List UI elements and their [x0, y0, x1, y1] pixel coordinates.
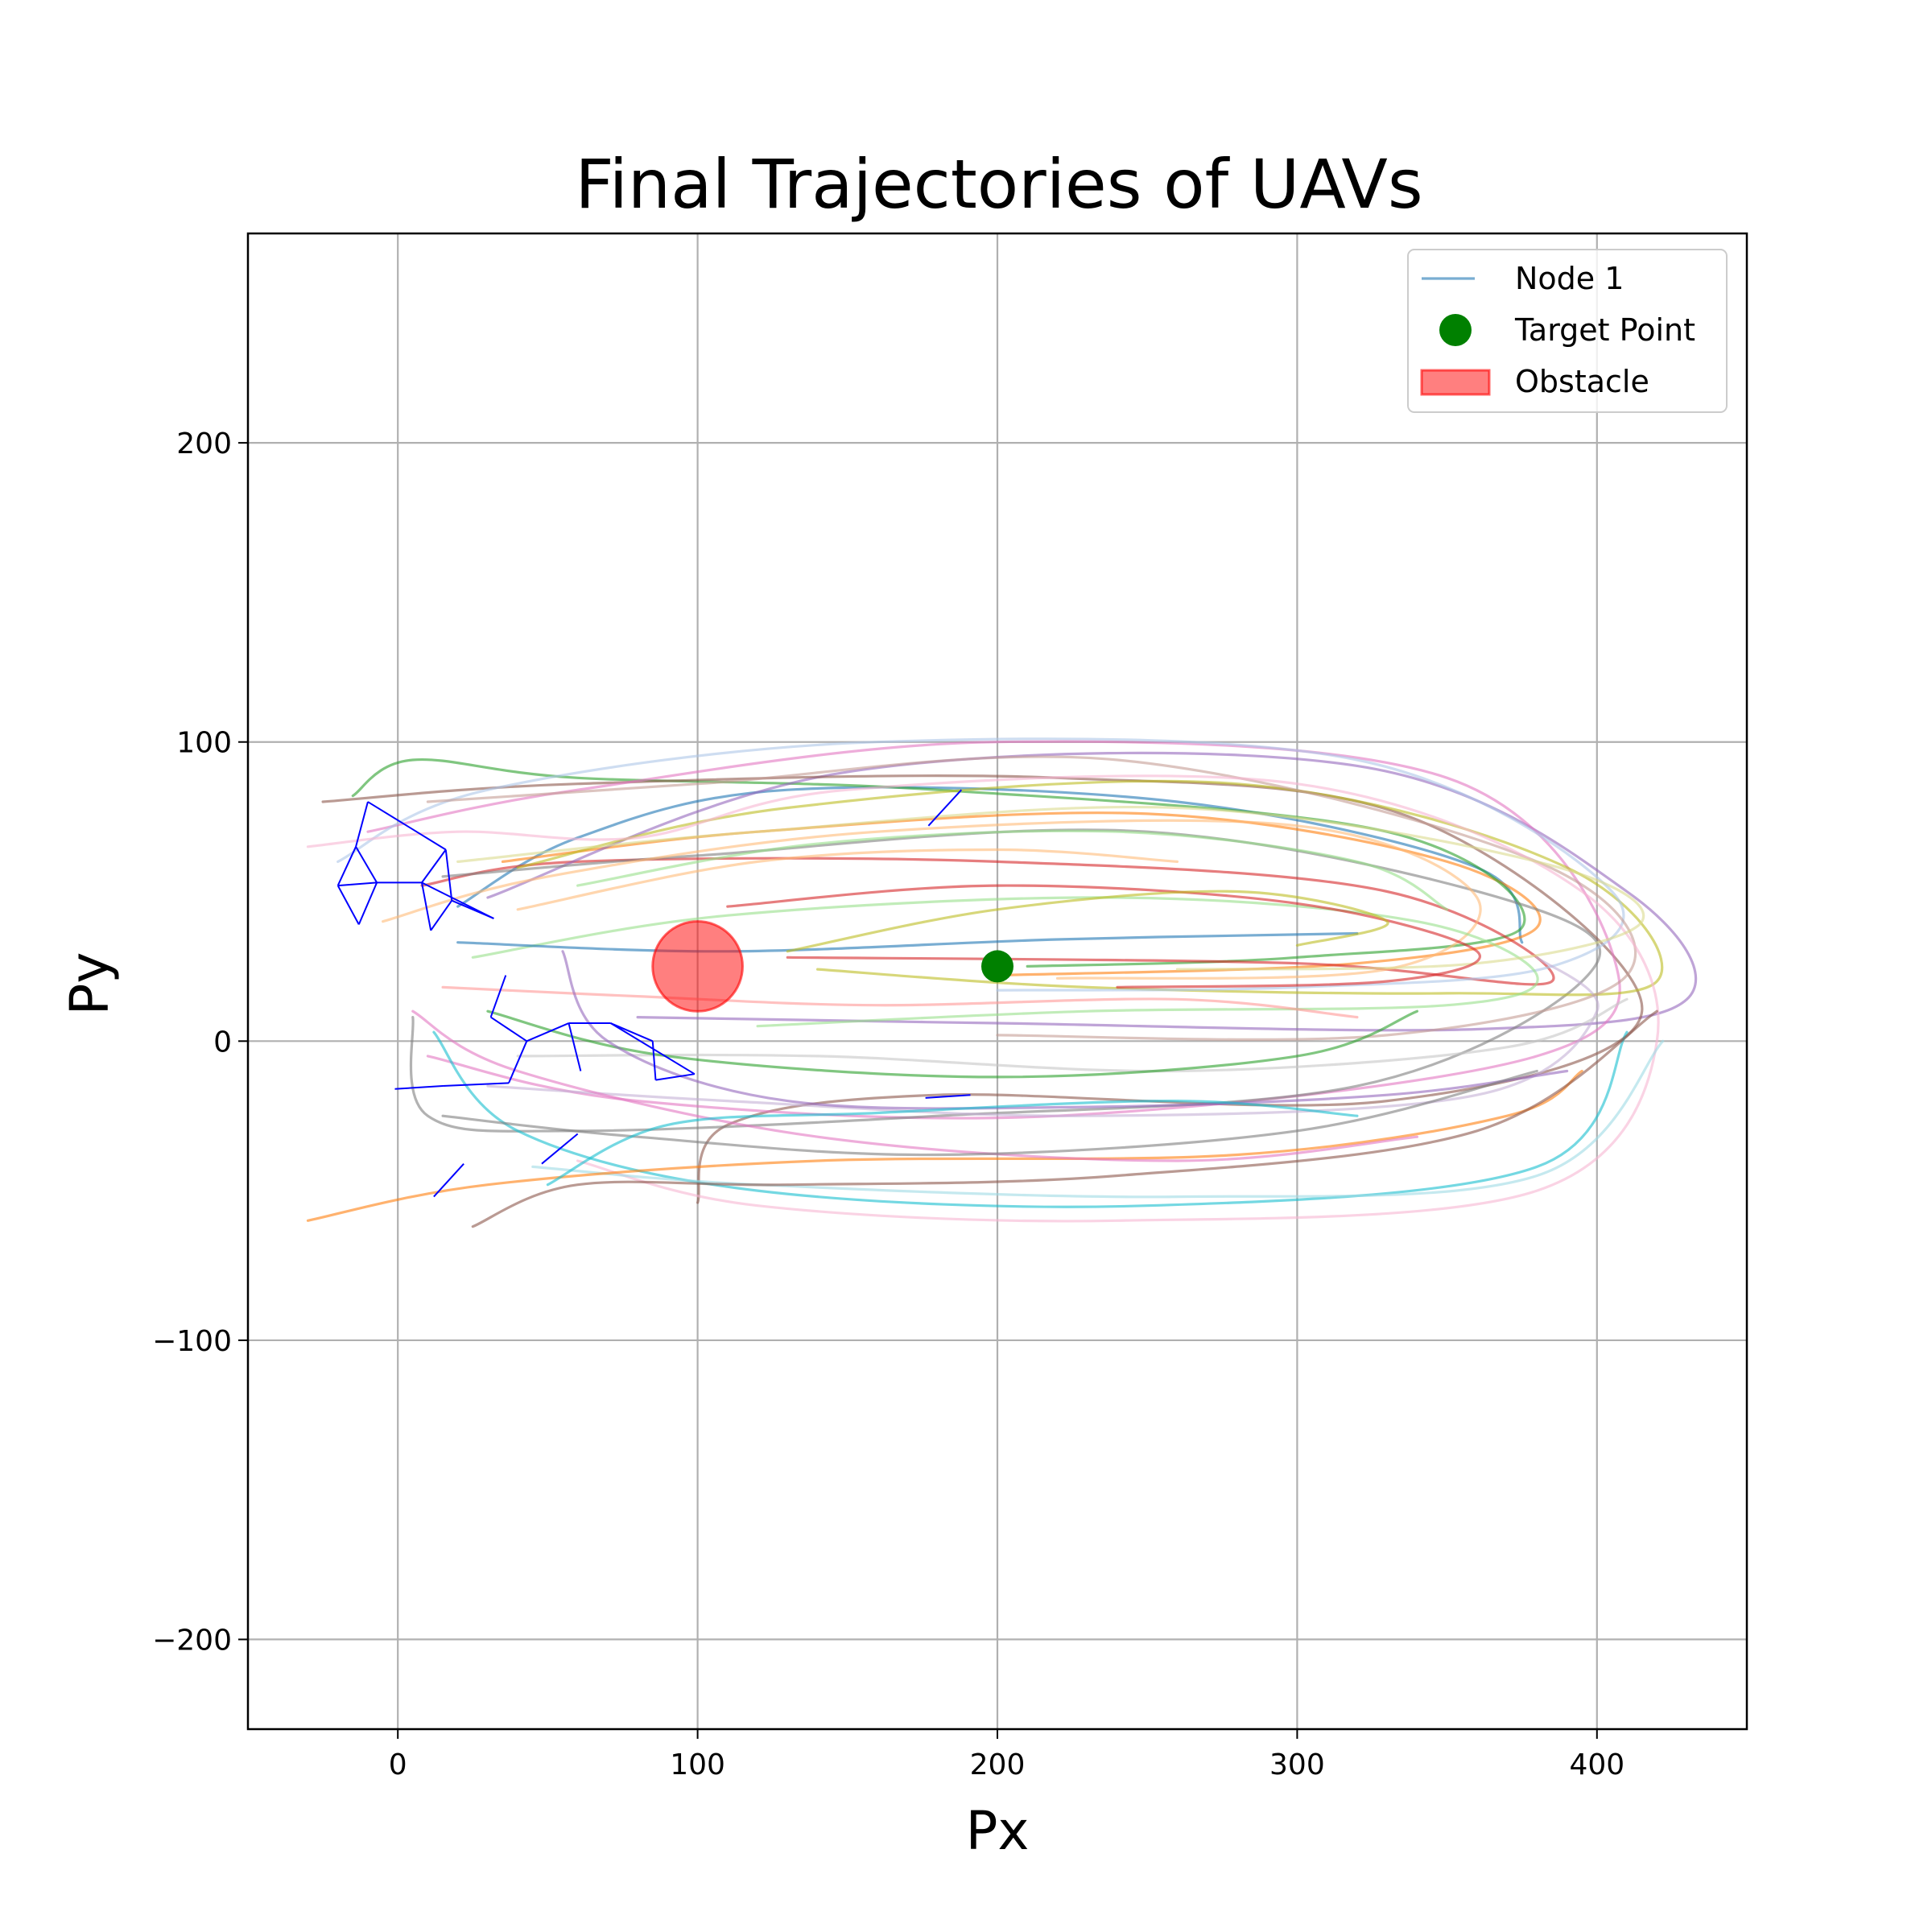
- uav-trajectory-6: [321, 774, 1644, 1204]
- y-tick-label: 0: [213, 1026, 232, 1059]
- uav-trajectory-32: [576, 829, 1449, 911]
- y-tick-label: −200: [152, 1624, 232, 1657]
- formation-link: [526, 1022, 569, 1042]
- legend-obstacle-patch: [1420, 369, 1491, 396]
- formation-link: [508, 1040, 528, 1084]
- uav-trajectory-12: [382, 819, 1482, 980]
- trajectories: [306, 737, 1698, 1228]
- formation-link: [927, 789, 963, 827]
- formation-link: [925, 1094, 971, 1099]
- uav-trajectory-14: [441, 985, 1359, 1019]
- formation-link: [421, 881, 494, 919]
- uav-trajectory-29: [786, 890, 1389, 953]
- uav-trajectory-7: [366, 740, 1621, 1120]
- uav-trajectory-27: [411, 1009, 1418, 1162]
- formation-link: [421, 848, 447, 883]
- chart-title: Final Trajectories of UAVs: [575, 145, 1422, 224]
- x-axis-label: Px: [966, 1800, 1030, 1862]
- formation-link: [355, 801, 369, 848]
- formation-link: [336, 885, 360, 925]
- y-tick-label: 200: [176, 427, 232, 460]
- uav-trajectory-30: [546, 1099, 1359, 1187]
- formation-link: [357, 881, 378, 925]
- formation-link: [433, 1163, 464, 1198]
- legend: Node 1 Target Point Obstacle: [1407, 249, 1728, 413]
- formation-link: [444, 849, 453, 901]
- uav-trajectory-17: [306, 774, 1660, 1223]
- target-point-marker: [981, 950, 1013, 983]
- formation-link: [443, 1082, 510, 1088]
- uav-trajectory-31: [516, 848, 1179, 911]
- formation-link: [421, 882, 432, 931]
- uav-trajectory-18: [516, 997, 1629, 1073]
- x-tick-label: 400: [1569, 1748, 1624, 1781]
- legend-target-marker: [1439, 314, 1472, 346]
- uav-trajectory-21: [456, 931, 1359, 953]
- formation-link: [430, 900, 453, 931]
- formation-link: [610, 1022, 654, 1042]
- uav-trajectory-10: [432, 1030, 1629, 1208]
- formation-link: [651, 1041, 657, 1080]
- formation-link: [490, 1016, 527, 1042]
- formation-link: [568, 1022, 582, 1071]
- uav-trajectory-26: [471, 1009, 1658, 1228]
- formation-link: [655, 1073, 696, 1081]
- formation-link: [489, 975, 507, 1018]
- formation-link: [394, 1085, 444, 1090]
- x-tick-label: 300: [1269, 1748, 1325, 1781]
- formation-link: [367, 801, 447, 851]
- uav-trajectory-22: [306, 1069, 1583, 1222]
- legend-obstacle-label: Obstacle: [1515, 364, 1649, 399]
- uav-trajectory-5: [486, 751, 1698, 1032]
- uav-trajectory-24: [726, 884, 1481, 989]
- obstacle-circle: [651, 920, 744, 1013]
- y-axis-label: Py: [59, 952, 121, 1016]
- uav-trajectory-11: [336, 737, 1625, 992]
- markers: [651, 920, 1013, 1013]
- y-tick-label: −100: [152, 1325, 232, 1358]
- legend-node-label: Node 1: [1515, 261, 1624, 296]
- x-tick-label: 100: [670, 1748, 725, 1781]
- uav-trajectory-28: [441, 1069, 1538, 1157]
- axis-ticks: 0 100 200 300 400 −200 −100 0 100 200: [152, 427, 1624, 1781]
- uav-trajectory-20: [531, 1039, 1665, 1199]
- y-tick-label: 100: [176, 727, 232, 760]
- formation-link: [355, 846, 378, 883]
- x-tick-label: 0: [389, 1748, 407, 1781]
- formation-link: [541, 1133, 579, 1165]
- formation-link: [610, 1022, 696, 1075]
- formation-link: [337, 881, 378, 887]
- uav-trajectory-13: [471, 896, 1539, 1028]
- legend-target-label: Target Point: [1514, 312, 1695, 348]
- x-tick-label: 200: [970, 1748, 1026, 1781]
- uav-trajectory-19: [456, 805, 1645, 971]
- formation-link: [336, 846, 357, 886]
- uav-trajectory-23: [486, 1009, 1418, 1079]
- formation-links: [336, 789, 971, 1198]
